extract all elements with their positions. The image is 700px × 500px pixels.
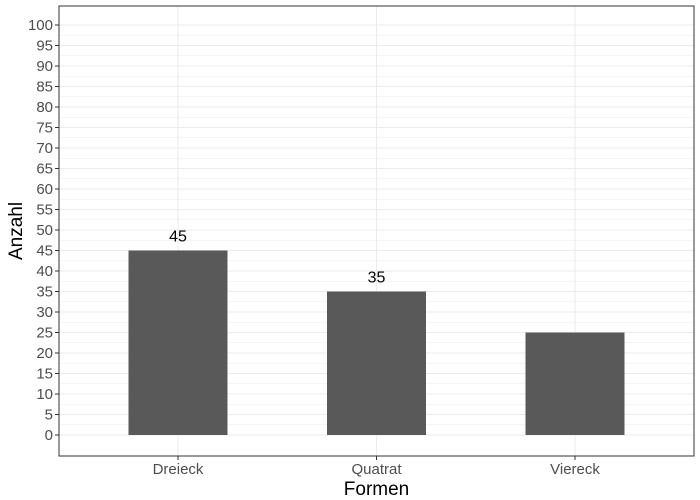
y-axis-ticks: 0 5 10 15 20 25 30 35 40 45 50 55 60 65 70 75 80 85 90 95 10… [28,17,59,444]
y-tick-label: 100 [28,17,53,34]
y-tick-label: 95 [36,38,53,55]
y-tick-label: 85 [36,79,53,96]
y-tick-label: 25 [36,325,53,342]
y-tick-label: 70 [36,140,53,157]
bars [128,250,625,435]
y-tick-label: 45 [36,243,53,260]
y-tick-label: 5 [45,407,53,424]
y-tick-label: 40 [36,263,53,280]
bar-viereck [525,332,625,435]
y-tick-label: 90 [36,58,53,75]
y-tick-label: 15 [36,366,53,383]
y-tick-label: 50 [36,222,53,239]
y-tick-label: 10 [36,386,53,403]
y-tick-label: 80 [36,99,53,116]
y-tick-label: 35 [36,284,53,301]
y-tick-label: 60 [36,181,53,198]
x-tick-label: Dreieck [153,461,204,478]
x-tick-label: Quatrat [351,461,402,478]
x-tick-label: Viereck [550,461,600,478]
bar-dreieck [128,250,228,435]
x-axis-title: Formen [344,479,409,500]
y-axis-title: Anzahl [6,202,27,260]
y-tick-label: 65 [36,161,53,178]
y-tick-label: 30 [36,304,53,321]
data-labels: 45 35 [169,229,385,287]
y-tick-label: 75 [36,120,53,137]
y-tick-label: 20 [36,345,53,362]
y-tick-label: 55 [36,202,53,219]
bar-quatrat [327,291,426,435]
data-label: 35 [368,270,386,287]
data-label: 45 [169,229,187,246]
x-axis-ticks: Dreieck Quatrat Viereck [153,456,600,478]
y-tick-label: 0 [45,427,53,444]
